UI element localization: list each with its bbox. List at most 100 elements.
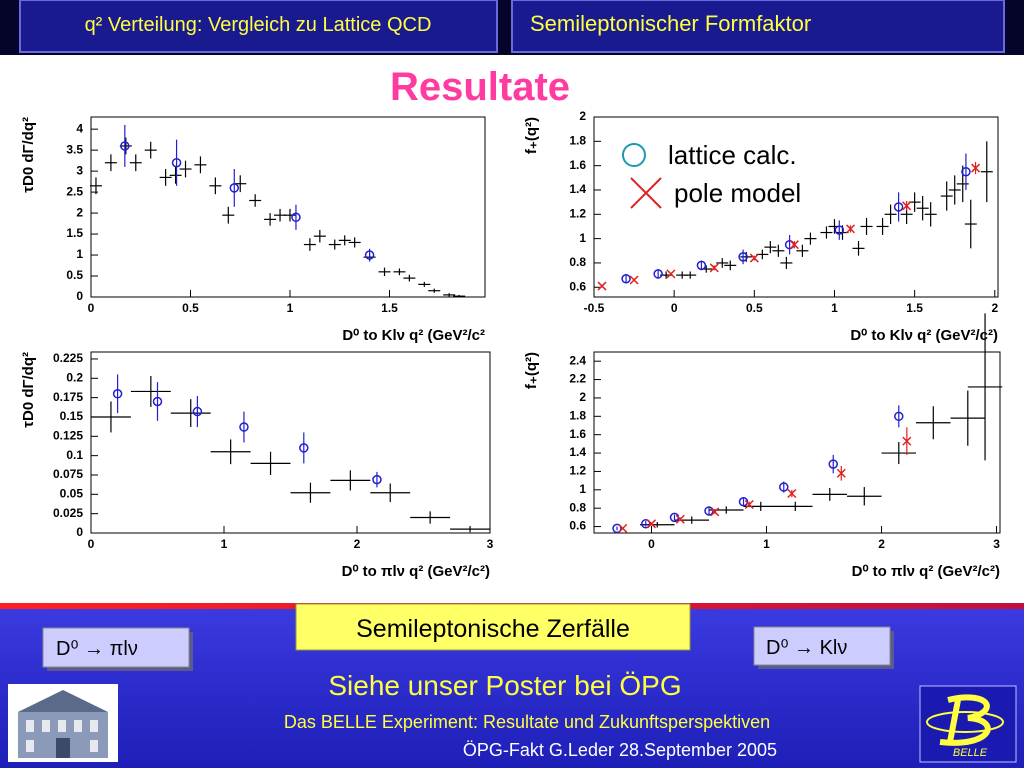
decay-right: D⁰ → Klν xyxy=(766,637,847,659)
y-axis-label: τD0 dΓ/dq² xyxy=(20,117,37,193)
legend-label: pole model xyxy=(674,178,801,208)
y-axis-label: τD0 dΓ/dq² xyxy=(20,352,37,428)
legend-label: lattice calc. xyxy=(668,140,797,170)
y-tick-label: 0.125 xyxy=(53,428,83,442)
lattice-point xyxy=(653,269,663,279)
pole-point xyxy=(836,468,846,478)
y-tick-label: 0.15 xyxy=(60,409,84,423)
pole-point xyxy=(618,523,628,533)
pole-point xyxy=(709,263,719,273)
lattice-point xyxy=(372,474,382,485)
x-tick-label: 0 xyxy=(88,301,95,315)
lattice-point xyxy=(779,482,789,492)
y-tick-label: 1.2 xyxy=(569,464,586,478)
y-tick-label: 1.6 xyxy=(569,427,586,441)
credit: ÖPG-Fakt G.Leder 28.September 2005 xyxy=(463,740,777,760)
lattice-point xyxy=(239,422,249,432)
y-tick-label: 3 xyxy=(76,163,83,177)
legend-symbol xyxy=(622,143,646,167)
subtitle: Das BELLE Experiment: Resultate und Zuku… xyxy=(284,712,770,732)
lattice-point xyxy=(696,260,707,271)
pole-point xyxy=(666,269,676,279)
y-tick-label: 4 xyxy=(76,121,83,135)
pole-point xyxy=(646,519,657,529)
y-tick-label: 0 xyxy=(76,289,83,303)
legend-symbol xyxy=(630,177,662,209)
x-tick-label: 0 xyxy=(648,537,655,551)
decay-left: D⁰ → πlν xyxy=(56,638,138,660)
y-tick-label: 0.2 xyxy=(66,370,83,384)
pole-point xyxy=(971,163,981,173)
y-tick-label: 0.175 xyxy=(53,390,83,404)
charts: 0 0.5 1 1.5 0 0.5 1 1.5 2 2.5 3 3.5 4 D⁰ to Klν q² (G… xyxy=(20,109,1003,580)
x-tick-label: 1 xyxy=(221,537,228,551)
decay-box xyxy=(42,627,190,668)
y-tick-label: 0.6 xyxy=(569,279,586,293)
pole-point xyxy=(789,240,799,250)
x-tick-label: 1.5 xyxy=(381,301,398,315)
y-tick-label: 0.8 xyxy=(569,255,586,269)
lattice-point xyxy=(738,252,748,262)
x-tick-label: 3 xyxy=(487,537,494,551)
plot-frame xyxy=(90,351,491,534)
pole-point xyxy=(845,224,856,234)
pole-point xyxy=(902,201,912,211)
x-tick-label: -0.5 xyxy=(584,301,605,315)
y-tick-label: 2.5 xyxy=(66,184,83,198)
lattice-point xyxy=(641,519,651,529)
x-tick-label: 1 xyxy=(763,537,770,551)
pole-point xyxy=(787,488,797,499)
y-tick-label: 1.8 xyxy=(569,133,586,147)
pole-point xyxy=(597,281,607,291)
lattice-point xyxy=(893,202,904,212)
plot-frame xyxy=(593,116,999,298)
plot-frame xyxy=(90,116,486,298)
y-tick-label: 3.5 xyxy=(66,142,83,156)
lattice-point xyxy=(961,166,971,177)
y-tick-label: 1.5 xyxy=(66,226,83,240)
y-tick-label: 1.6 xyxy=(569,158,586,172)
decay-box xyxy=(753,626,891,666)
lattice-point xyxy=(192,406,203,417)
x-tick-label: 0.5 xyxy=(746,301,763,315)
y-tick-label: 1 xyxy=(579,482,586,496)
footer-label: Semileptonische Zerfälle xyxy=(356,615,630,643)
y-tick-label: 1.4 xyxy=(569,445,586,459)
y-axis-label: f₊(q²) xyxy=(523,117,540,154)
y-tick-label: 2 xyxy=(76,205,83,219)
header-box xyxy=(511,0,1005,53)
x-axis-label: D⁰ to πlν q² (GeV²/c²) xyxy=(342,563,490,580)
slide-title: Resultate xyxy=(390,65,570,109)
y-tick-label: 1.8 xyxy=(569,408,586,422)
y-tick-label: 2.4 xyxy=(569,353,586,367)
pole-point xyxy=(629,275,639,285)
header-right: Semileptonischer Formfaktor xyxy=(530,11,811,36)
lattice-point xyxy=(171,157,182,168)
y-tick-label: 0.6 xyxy=(569,519,586,533)
y-tick-label: 2 xyxy=(579,109,586,123)
belle-logo: BELLE xyxy=(919,685,1017,763)
y-tick-label: 0.1 xyxy=(66,448,83,462)
lattice-point xyxy=(621,274,631,284)
x-tick-label: 2 xyxy=(991,301,998,315)
pole-point xyxy=(710,507,720,517)
pole-point xyxy=(675,514,685,524)
x-tick-label: 2 xyxy=(878,537,885,551)
building-image xyxy=(8,684,118,762)
x-tick-label: 0.5 xyxy=(182,301,199,315)
x-tick-label: 1 xyxy=(831,301,838,315)
label-box xyxy=(295,603,691,651)
y-tick-label: 0.05 xyxy=(60,486,84,500)
logo-text: BELLE xyxy=(953,747,988,759)
x-axis-label: D⁰ to πlν q² (GeV²/c²) xyxy=(852,563,1000,580)
lattice-point xyxy=(152,396,163,407)
x-tick-label: 0 xyxy=(671,301,678,315)
y-tick-label: 0.5 xyxy=(66,268,83,282)
x-tick-label: 1.5 xyxy=(906,301,923,315)
plot-frame xyxy=(593,351,1001,534)
y-tick-label: 1.4 xyxy=(569,182,586,196)
x-tick-label: 3 xyxy=(993,537,1000,551)
pole-point xyxy=(749,253,759,263)
